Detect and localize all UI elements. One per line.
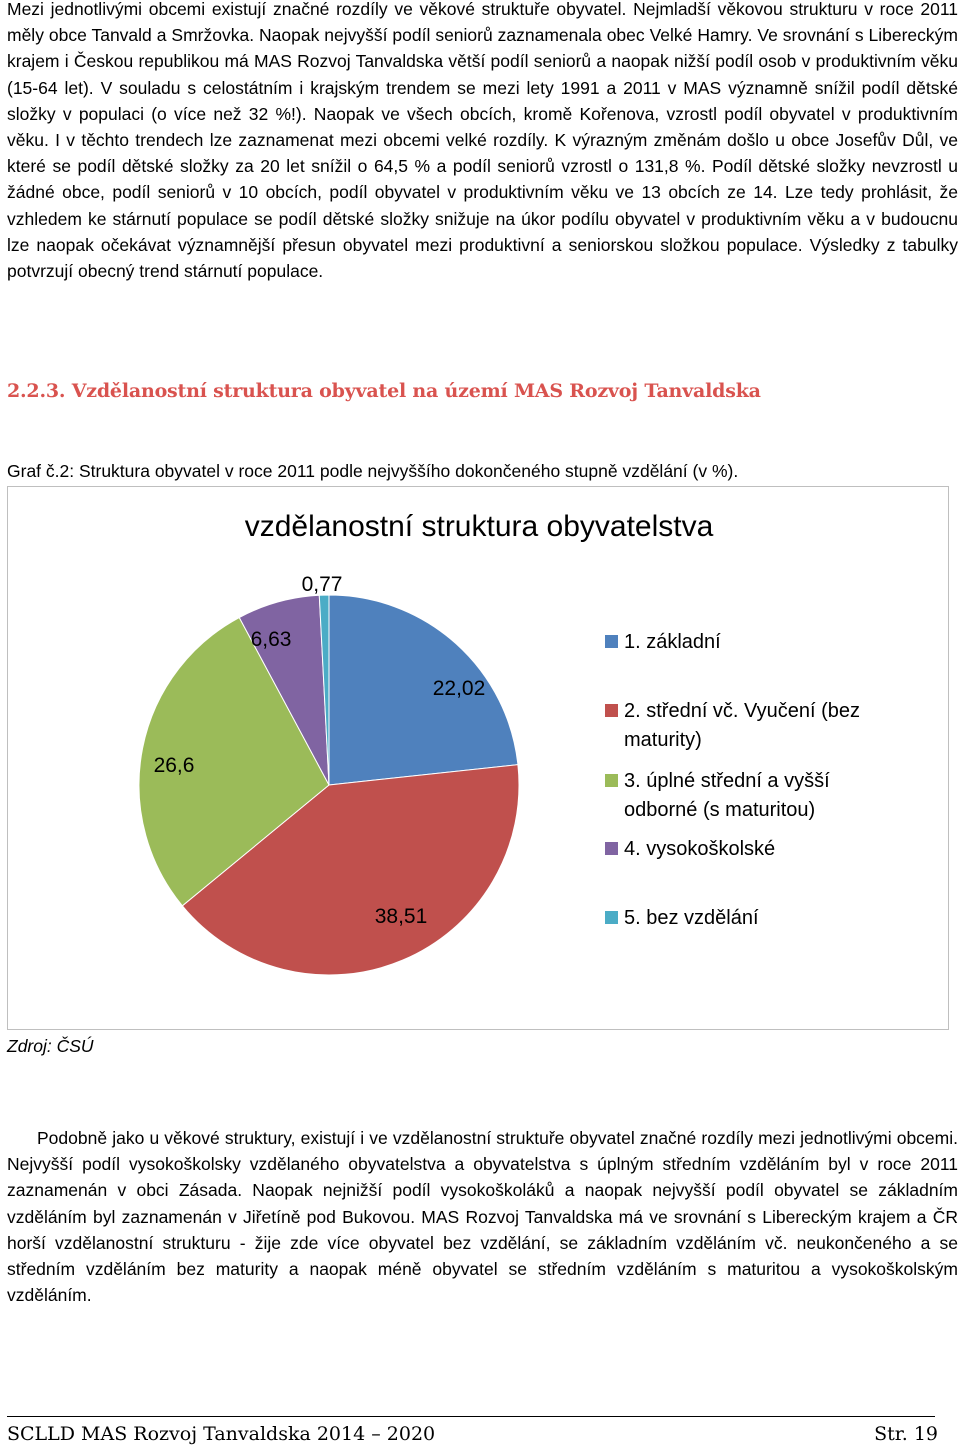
pie-slice-2: [181, 764, 520, 976]
pie-slice-1: [328, 594, 519, 786]
education-paragraph: Podobně jako u věkové struktury, existuj…: [7, 1128, 958, 1306]
legend-swatch-5: [605, 911, 618, 924]
pie-slice-5: [318, 594, 330, 786]
legend-swatch-2: [605, 704, 618, 717]
legend-swatch-3: [605, 774, 618, 787]
section-heading: 2.2.3. Vzdělanostní struktura obyvatel n…: [7, 380, 761, 402]
legend-label-5: 5. bez vzdělání: [624, 907, 759, 929]
legend-label-3: 3. úplné střední a vyšší odborné (s matur…: [624, 770, 830, 821]
pie-chart: vzdělanostní struktura obyvatelstva 22,02…: [138, 510, 860, 976]
data-label-1: 22,02: [433, 677, 486, 700]
legend-swatch-1: [605, 635, 618, 648]
legend-label-1: 1. základní: [624, 631, 721, 653]
pie-chart-frame: vzdělanostní struktura obyvatelstva 22,02…: [7, 486, 949, 1030]
footer-rule: [7, 1416, 935, 1417]
data-label-4: 6,63: [251, 628, 292, 651]
page-number: Str. 19: [874, 1423, 938, 1445]
data-label-2: 38,51: [375, 905, 428, 928]
figure-caption: Graf č.2: Struktura obyvatel v roce 2011…: [7, 461, 739, 481]
data-label-3: 26,6: [154, 754, 195, 777]
data-label-5: 0,77: [302, 573, 343, 596]
pie-slice-3: [138, 616, 330, 907]
intro-paragraph: Mezi jednotlivými obcemi existují značné…: [7, 0, 958, 282]
source-note: Zdroj: ČSÚ: [7, 1036, 94, 1056]
legend-swatch-4: [605, 842, 618, 855]
footer-title: SCLLD MAS Rozvoj Tanvaldska 2014 – 2020: [7, 1423, 436, 1445]
legend-label-2: 2. střední vč. Vyučení (bez maturity): [624, 700, 860, 751]
legend-label-4: 4. vysokoškolské: [624, 838, 775, 860]
chart-title: vzdělanostní struktura obyvatelstva: [245, 510, 714, 543]
